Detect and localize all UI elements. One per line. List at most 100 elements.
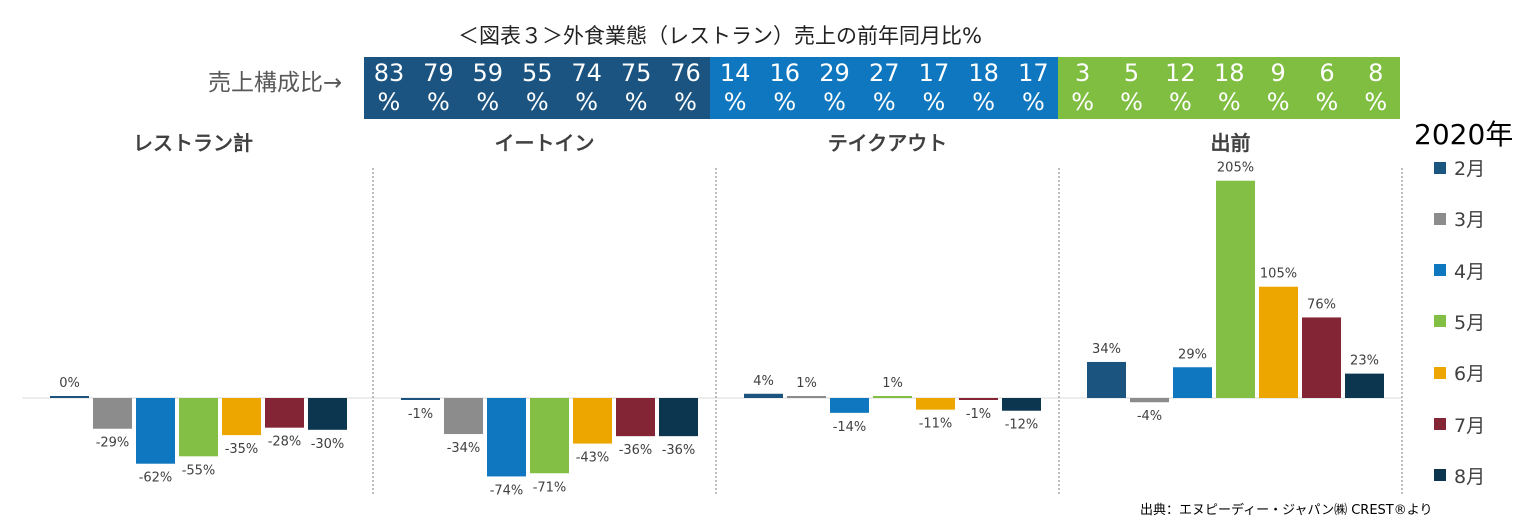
bar-2-1 [787,396,826,398]
bar-3-5 [1302,317,1341,398]
bar-label-2-0: 4% [753,374,774,389]
legend-item-0: 2月 [1434,158,1485,180]
legend-swatch-6 [1434,469,1446,482]
bar-label-2-2: -14% [833,420,867,435]
bar-1-0 [401,398,440,400]
bar-3-0 [1087,361,1126,398]
bar-1-5 [616,398,655,437]
bar-label-2-4: -11% [919,417,953,432]
legend-item-6: 8月 [1434,466,1485,488]
panel-title-2: テイクアウト [827,131,948,155]
bar-label-3-3: 205% [1217,161,1254,176]
bar-label-1-0: -1% [408,407,433,422]
legend-label-0: 2月 [1454,158,1486,180]
legend-swatch-1 [1434,212,1446,225]
bar-0-4 [222,398,261,436]
source-note: 出典：エヌピーディー・ジャパン㈱ CREST®より [1140,503,1433,518]
legend-label-5: 7月 [1454,414,1486,437]
share-cell-2-4: 9 % [1253,57,1303,119]
bar-3-4 [1259,286,1298,398]
share-cell-2-3: 18 % [1204,57,1254,119]
bar-2-2 [830,398,869,413]
legend-swatch-3 [1434,315,1446,328]
bar-0-2 [136,398,175,464]
bar-0-0 [50,396,89,398]
legend-item-3: 5月 [1434,312,1485,334]
legend-item-1: 3月 [1434,209,1485,231]
legend-label-2: 4月 [1454,260,1486,283]
share-cell-1-5: 18 % [958,57,1009,119]
bar-label-3-0: 34% [1092,342,1121,357]
bar-1-4 [573,398,612,444]
bar-label-3-5: 76% [1307,297,1336,312]
bar-1-1 [444,398,483,435]
panel-title-0: レストラン計 [133,131,253,155]
share-cell-0-3: 55 % [512,57,563,119]
bar-label-0-5: -28% [268,435,302,450]
share-cell-1-4: 17 % [908,57,960,119]
share-cell-1-1: 16 % [759,57,810,119]
legend-title: 2020年 [1414,118,1514,151]
share-cell-0-0: 83 % [364,57,414,119]
chart-title: ＜図表３＞外食業態（レストラン）売上の前年同月比% [458,24,982,48]
share-cell-0-1: 79 % [413,57,464,119]
bar-label-2-5: -1% [966,407,991,422]
bar-label-0-0: 0% [59,376,80,391]
share-cell-0-4: 74 % [561,57,612,119]
legend-item-4: 6月 [1434,363,1485,385]
bar-3-2 [1173,367,1212,398]
bar-label-2-3: 1% [882,376,903,391]
bar-label-0-2: -62% [139,471,173,486]
share-cell-1-2: 29 % [809,57,860,119]
legend-swatch-5 [1434,418,1446,430]
bar-label-1-6: -36% [662,443,696,458]
bar-3-3 [1216,180,1255,398]
bar-label-1-1: -34% [447,441,481,456]
bar-0-1 [93,398,132,429]
bar-0-3 [179,398,218,457]
share-cell-2-0: 3 % [1058,57,1108,119]
legend-item-5: 7月 [1434,415,1485,437]
bar-2-5 [959,398,998,400]
legend-swatch-0 [1434,161,1446,174]
bar-1-3 [530,398,569,474]
panel-title-1: イートイン [494,131,595,155]
bar-label-3-2: 29% [1178,347,1207,362]
share-cell-1-6: 17 % [1008,57,1059,119]
bar-label-0-6: -30% [311,437,345,452]
legend-label-4: 6月 [1454,363,1486,386]
bar-0-5 [265,398,304,428]
bar-label-0-4: -35% [225,442,259,457]
bar-0-6 [308,398,347,430]
bar-label-1-2: -74% [490,483,524,498]
bar-2-4 [916,398,955,410]
share-cell-0-5: 75 % [611,57,662,119]
bar-label-3-4: 105% [1260,267,1297,282]
share-cell-2-2: 12 % [1155,57,1206,119]
legend-label-6: 8月 [1454,465,1486,488]
bar-label-1-3: -71% [533,480,567,495]
legend-label-1: 3月 [1454,209,1486,232]
legend-swatch-4 [1434,366,1446,379]
bar-label-0-3: -55% [182,463,216,478]
bar-3-1 [1130,398,1169,403]
share-cell-1-0: 14 % [710,57,761,119]
bar-label-1-4: -43% [576,451,610,466]
share-cell-0-2: 59 % [462,57,513,119]
bar-label-3-6: 23% [1350,354,1379,369]
share-cell-2-6: 8 % [1351,57,1401,119]
bar-1-6 [659,398,698,437]
legend-item-2: 4月 [1434,261,1485,283]
bar-label-1-5: -36% [619,443,653,458]
bar-2-0 [744,393,783,398]
bar-2-3 [873,396,912,398]
bar-label-2-1: 1% [796,376,817,391]
panel-title-3: 出前 [1210,131,1251,155]
legend-label-3: 5月 [1454,311,1486,334]
bar-1-2 [487,398,526,477]
share-cell-2-5: 6 % [1302,57,1352,119]
bar-label-2-6: -12% [1005,418,1039,433]
bar-label-0-1: -29% [96,436,130,451]
composition-label: 売上構成比→ [208,70,343,96]
